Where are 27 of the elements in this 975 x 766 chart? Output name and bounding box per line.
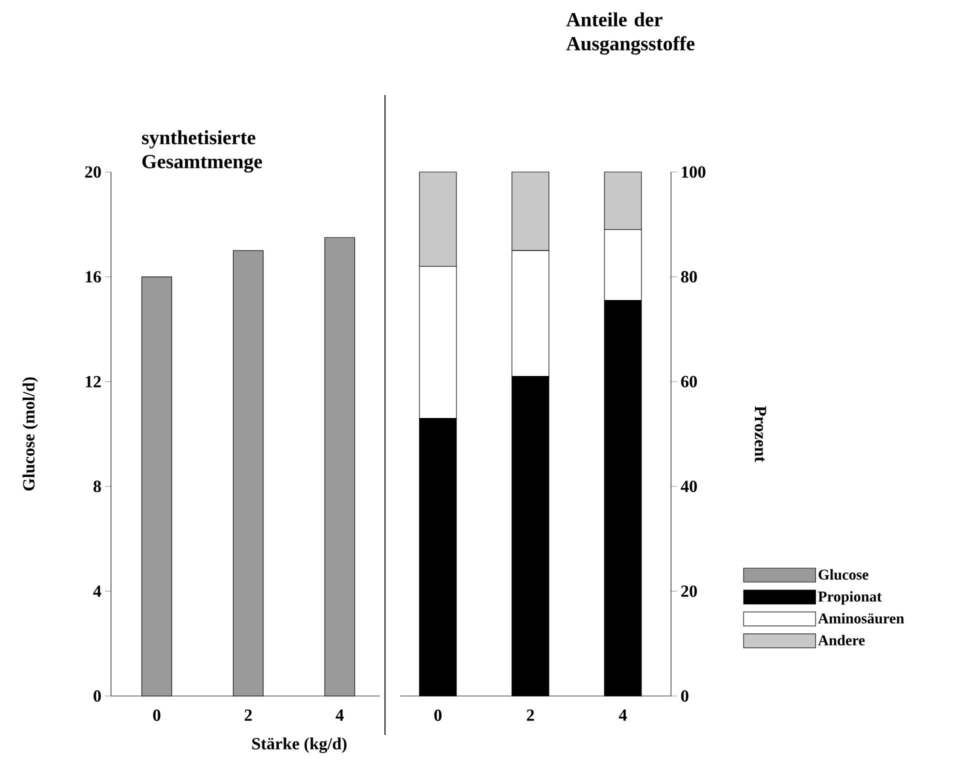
x-tick-label: 0 xyxy=(434,710,442,721)
x-tick-label: 4 xyxy=(618,710,627,721)
y-tick-label: 60 xyxy=(681,376,697,388)
y-tick-label: 0 xyxy=(94,690,101,702)
y-tick-label: 4 xyxy=(93,586,102,597)
y-tick-label: 20 xyxy=(85,166,101,178)
text: Glucose xyxy=(818,569,868,580)
legend-label: Propionat xyxy=(818,591,882,605)
chart-title: synthetisierte Gesamtmenge xyxy=(142,130,262,173)
y-tick-label: 80 xyxy=(681,271,697,283)
y-tick-label: 12 xyxy=(86,376,101,388)
y-tick-label: 0 xyxy=(681,690,688,702)
y-tick-label: 100 xyxy=(682,166,706,178)
y-tick-label: 20 xyxy=(681,585,697,597)
x-axis-title: Stärke (kg/d) xyxy=(252,737,346,754)
y-tick-label: 16 xyxy=(86,271,101,283)
y-axis-title: Glucose (mol/d) xyxy=(22,377,38,491)
chart-title: Anteile der Ausgangsstoffe xyxy=(566,12,694,55)
y-tick-label: 8 xyxy=(94,480,101,492)
x-tick-label: 0 xyxy=(153,710,160,721)
x-tick-label: 2 xyxy=(244,710,252,721)
legend-label: Andere xyxy=(818,634,865,646)
y-axis-title: Prozent xyxy=(754,406,766,462)
x-tick-label: 4 xyxy=(336,710,344,721)
legend-label: Aminosäuren xyxy=(818,612,904,624)
x-tick-label: 2 xyxy=(526,710,534,721)
y-tick-label: 40 xyxy=(680,480,697,492)
